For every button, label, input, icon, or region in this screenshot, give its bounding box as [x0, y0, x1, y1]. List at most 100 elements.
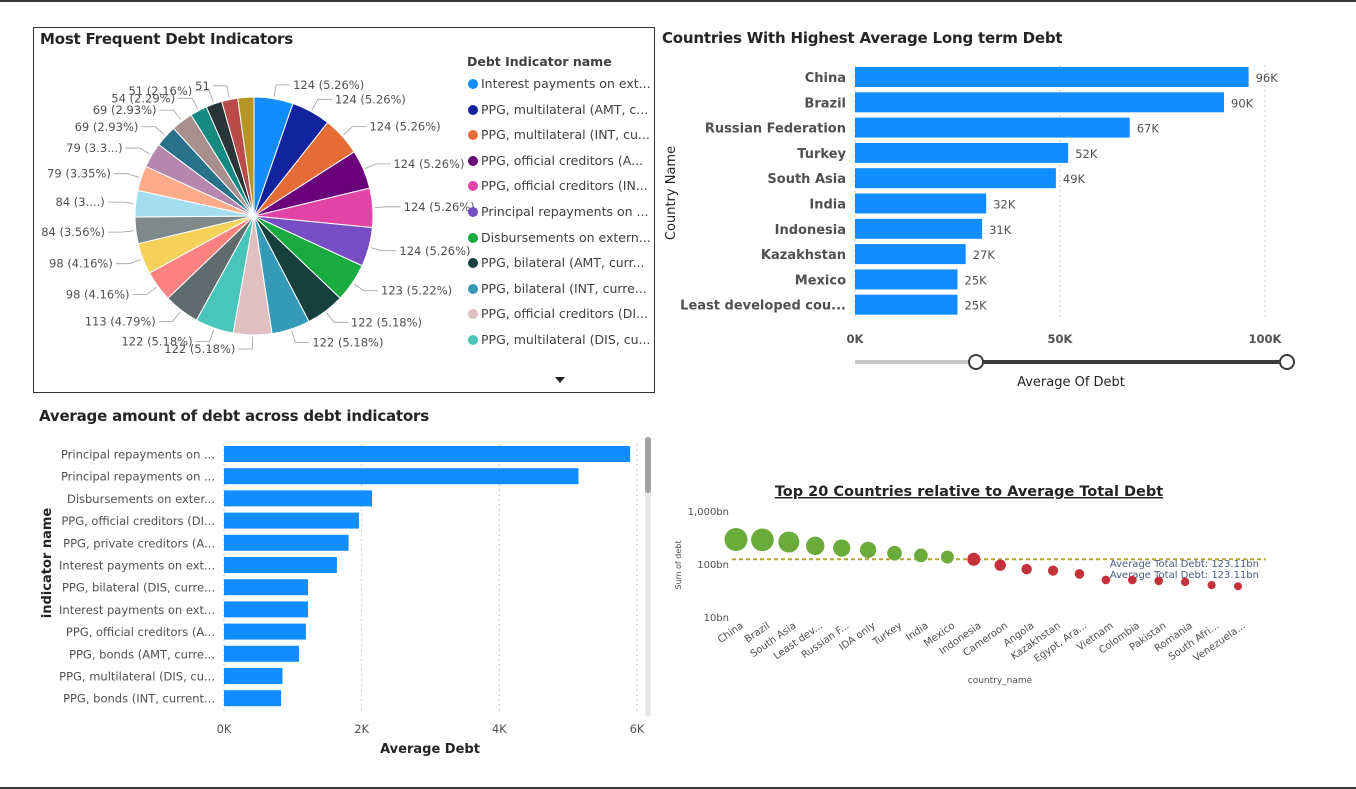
pie-data-label: 124 (5.26%) — [399, 244, 470, 258]
indicator-bar[interactable] — [224, 579, 308, 596]
scatter-point[interactable] — [1127, 575, 1137, 585]
legend-item[interactable]: Interest payments on ext... — [468, 76, 651, 91]
scatter-point[interactable] — [967, 552, 981, 566]
pie-panel[interactable]: Most Frequent Debt Indicators 124 (5.26%… — [33, 27, 655, 393]
legend-dot-icon — [468, 283, 478, 294]
legend-item[interactable]: PPG, bilateral (AMT, curr... — [468, 255, 645, 270]
caret-down-icon[interactable] — [555, 377, 565, 383]
scatter-x-axis-label: country_name — [968, 676, 1033, 686]
pie-leader-line — [107, 201, 134, 204]
country-x-tick: 100K — [1249, 332, 1283, 346]
scrollbar-track[interactable] — [645, 437, 651, 717]
scatter-point[interactable] — [1047, 565, 1059, 576]
pie-data-label: 124 (5.26%) — [370, 120, 441, 134]
range-slider-handle[interactable] — [1279, 354, 1295, 370]
pie-leader-line — [212, 85, 230, 98]
country-bar[interactable] — [855, 294, 958, 315]
indicator-bar[interactable] — [224, 601, 308, 618]
country-bar[interactable] — [855, 92, 1224, 113]
indicator-x-tick: 2K — [354, 722, 369, 736]
indicator-bar[interactable] — [224, 623, 306, 640]
legend-item[interactable]: PPG, bilateral (INT, curre... — [468, 281, 647, 296]
legend-label: PPG, multilateral (AMT, c... — [481, 101, 649, 117]
country-data-label: 25K — [965, 273, 988, 287]
scatter-point[interactable] — [1154, 576, 1164, 586]
scatter-point[interactable] — [833, 539, 851, 557]
scatter-point[interactable] — [887, 545, 902, 561]
range-slider-handle[interactable] — [968, 354, 984, 370]
country-bar[interactable] — [855, 168, 1056, 189]
indicator-category-label: Interest payments on ext... — [59, 603, 215, 617]
legend-label: PPG, bilateral (INT, curre... — [481, 280, 647, 296]
legend-label: PPG, multilateral (INT, cu... — [481, 127, 650, 143]
indicator-bar[interactable] — [224, 446, 631, 462]
indicator-debt-panel[interactable]: Average amount of debt across debt indic… — [33, 403, 655, 763]
legend-item[interactable]: PPG, official creditors (DI... — [468, 306, 648, 321]
country-bar[interactable] — [855, 269, 958, 290]
scatter-point[interactable] — [1180, 577, 1190, 587]
scatter-point[interactable] — [1234, 582, 1242, 591]
pie-leader-line — [273, 84, 291, 97]
country-data-label: 49K — [1063, 172, 1086, 186]
country-bar[interactable] — [855, 193, 987, 214]
pie-slice[interactable] — [237, 96, 255, 217]
indicator-category-label: PPG, private creditors (A... — [63, 536, 215, 550]
indicator-bar[interactable] — [224, 490, 372, 507]
indicator-bar[interactable] — [224, 668, 283, 684]
pie-leader-line — [343, 126, 367, 136]
pie-leader-line — [113, 173, 140, 178]
country-bar[interactable] — [855, 244, 966, 265]
legend-dot-icon — [468, 232, 478, 243]
legend-label: PPG, official creditors (IN... — [481, 178, 648, 194]
country-x-tick: 0K — [847, 332, 865, 346]
legend-dot-icon — [468, 155, 478, 166]
pie-chart[interactable]: 124 (5.26%)124 (5.26%)124 (5.26%)124 (5.… — [34, 28, 656, 394]
scatter-x-tick: Turkey — [870, 620, 904, 648]
country-debt-chart[interactable]: China 96K Brazil 90K Russian Federation 67K Tu… — [660, 27, 1320, 393]
scatter-panel[interactable]: Top 20 Countries relative to Average Tot… — [672, 475, 1302, 697]
scatter-point[interactable] — [778, 531, 800, 553]
indicator-category-label: PPG, bonds (INT, current... — [63, 692, 215, 706]
indicator-bar[interactable] — [224, 468, 579, 485]
indicator-x-axis-label: Average Debt — [380, 742, 480, 757]
indicator-bar[interactable] — [224, 645, 300, 662]
legend-dot-icon — [468, 335, 478, 345]
legend-item[interactable]: Principal repayments on ... — [468, 204, 648, 219]
legend-dot-icon — [468, 104, 478, 115]
scatter-point[interactable] — [806, 536, 825, 556]
scatter-point[interactable] — [724, 527, 748, 551]
legend-item[interactable]: PPG, multilateral (DIS, cu... — [468, 332, 650, 347]
pie-data-label: 124 (5.26%) — [293, 78, 364, 92]
indicator-bar[interactable] — [224, 512, 359, 529]
scatter-point[interactable] — [1207, 581, 1216, 590]
country-bar[interactable] — [855, 218, 983, 239]
country-bar[interactable] — [855, 142, 1069, 163]
legend-label: PPG, official creditors (DI... — [481, 306, 649, 322]
indicator-bar[interactable] — [224, 534, 349, 551]
scatter-point[interactable] — [1101, 575, 1111, 585]
scrollbar-thumb[interactable] — [645, 437, 651, 493]
indicator-debt-chart[interactable]: Principal repayments on ... Principal rep… — [33, 403, 655, 763]
legend-dot-icon — [468, 130, 478, 141]
scatter-point[interactable] — [914, 548, 928, 563]
legend-dot-icon — [468, 309, 478, 320]
legend-item[interactable]: PPG, official creditors (IN... — [468, 178, 648, 193]
country-bar[interactable] — [855, 117, 1130, 138]
scatter-point[interactable] — [940, 550, 954, 564]
scatter-point[interactable] — [1021, 563, 1032, 575]
pie-leader-line — [178, 97, 199, 110]
legend-item[interactable]: PPG, multilateral (INT, cu... — [468, 127, 650, 142]
scatter-point[interactable] — [1074, 569, 1085, 579]
legend-item[interactable]: PPG, official creditors (A... — [468, 153, 643, 168]
scatter-chart[interactable]: Top 20 Countries relative to Average Tot… — [672, 475, 1302, 697]
country-debt-panel[interactable]: Countries With Highest Average Long term… — [660, 27, 1320, 393]
pie-data-label: 122 (5.18%) — [121, 334, 192, 348]
country-bar[interactable] — [855, 67, 1249, 87]
scatter-point[interactable] — [994, 559, 1006, 571]
legend-item[interactable]: PPG, multilateral (AMT, c... — [468, 102, 648, 117]
indicator-bar[interactable] — [224, 557, 337, 573]
scatter-point[interactable] — [860, 541, 877, 558]
scatter-point[interactable] — [751, 528, 774, 552]
legend-item[interactable]: Disbursements on extern... — [468, 230, 651, 245]
indicator-bar[interactable] — [224, 690, 282, 707]
